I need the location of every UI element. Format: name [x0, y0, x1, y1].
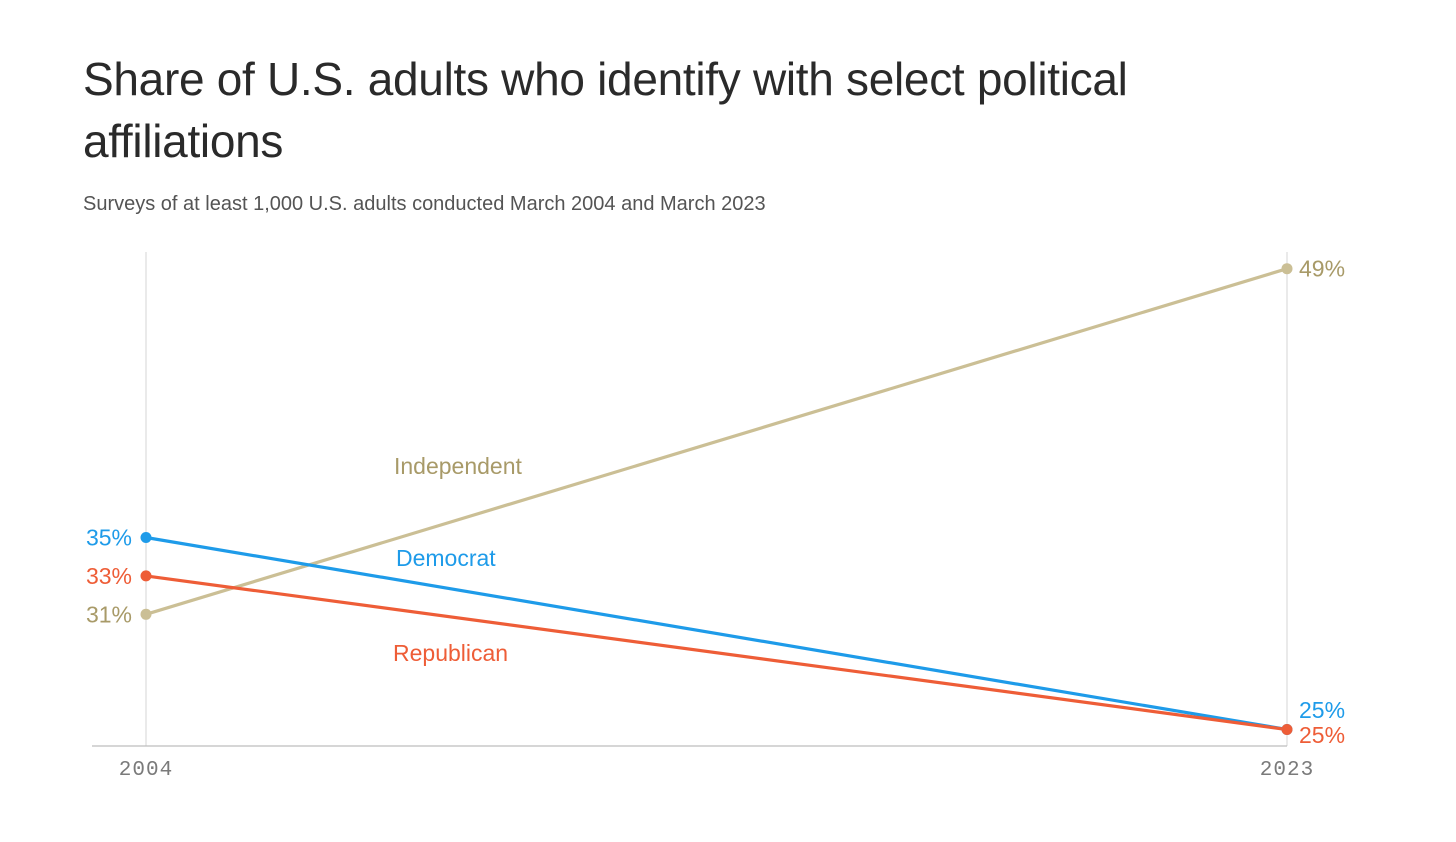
value-label-democrat-2023: 25%: [1299, 697, 1345, 723]
data-point-republican-2023: [1281, 724, 1293, 735]
chart-subtitle: Surveys of at least 1,000 U.S. adults co…: [83, 193, 766, 215]
chart-title: Share of U.S. adults who identify with s…: [83, 53, 1128, 167]
series-name-independent: Independent: [394, 453, 523, 479]
series-names: Independent Democrat Republican: [393, 453, 523, 666]
value-label-independent-2004: 31%: [86, 601, 132, 627]
value-label-republican-2004: 33%: [86, 563, 132, 589]
series-lines: [144, 267, 1289, 732]
axes: [92, 252, 1288, 747]
x-tick-label-2023: 2023: [1260, 759, 1314, 782]
value-label-republican-2023: 25%: [1299, 722, 1345, 748]
x-axis-ticks: 2004 2023: [119, 759, 1314, 782]
series-line-republican: [144, 574, 1289, 732]
data-point-democrat-2004: [140, 532, 152, 543]
data-point-independent-2004: [140, 608, 152, 620]
value-labels: 31% 49% 35% 25% 33% 25%: [86, 256, 1345, 748]
data-point-independent-2023: [1281, 263, 1293, 275]
data-point-republican-2004: [140, 570, 152, 582]
x-tick-label-2004: 2004: [119, 759, 173, 782]
series-name-democrat: Democrat: [396, 545, 496, 571]
series-line-independent: [144, 267, 1289, 616]
series-line-democrat: [144, 535, 1289, 732]
value-label-independent-2023: 49%: [1299, 256, 1345, 282]
series-name-republican: Republican: [393, 640, 508, 666]
data-points: [140, 263, 1293, 735]
value-label-democrat-2004: 35%: [86, 525, 132, 551]
